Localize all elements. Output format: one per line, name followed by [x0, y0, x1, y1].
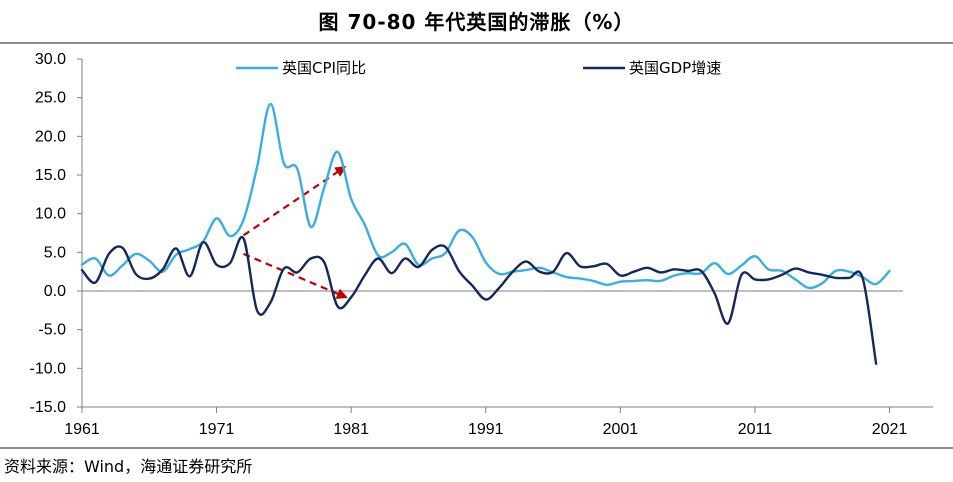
x-tick-label: 1991 [468, 421, 504, 438]
title-rule-top [0, 42, 953, 44]
annotation-arrow [242, 166, 347, 237]
x-tick-label: 1971 [199, 421, 235, 438]
chart-title: 图 70-80 年代英国的滞胀（%） [318, 10, 635, 34]
gdp-series-line [80, 235, 878, 365]
y-tick-label: 30.0 [35, 51, 66, 68]
x-tick-label: 2001 [603, 421, 639, 438]
y-tick-label: -5.0 [38, 322, 66, 339]
y-tick-label: 25.0 [35, 90, 66, 107]
y-tick-label: 10.0 [35, 206, 66, 223]
source-note: 资料来源：Wind，海通证券研究所 [4, 457, 253, 476]
x-tick-label: 2011 [738, 421, 773, 438]
y-tick-label: 15.0 [35, 167, 66, 184]
y-tick-label: 0.0 [44, 283, 66, 300]
x-tick-label: 2021 [872, 421, 908, 438]
legend-label: 英国GDP增速 [629, 59, 721, 77]
x-tick-label: 1981 [333, 421, 369, 438]
legend-label: 英国CPI同比 [282, 59, 366, 77]
legend: 英国CPI同比 英国GDP增速 [236, 59, 721, 77]
title-rule-bottom [0, 447, 953, 449]
y-tick-label: -10.0 [30, 360, 67, 377]
cpi-series-line [80, 102, 891, 290]
annotations [242, 166, 348, 299]
y-tick-label: 5.0 [44, 244, 66, 261]
y-tick-label: 20.0 [35, 128, 66, 145]
series-group [80, 102, 891, 365]
annotation-arrow [243, 252, 348, 299]
x-tick-label: 1961 [64, 421, 100, 438]
y-tick-label: -15.0 [30, 399, 67, 416]
axes: 30.0 25.0 20.0 15.0 10.0 5.0 0.0 -5.0 -10.0 -15.0… [30, 51, 933, 438]
